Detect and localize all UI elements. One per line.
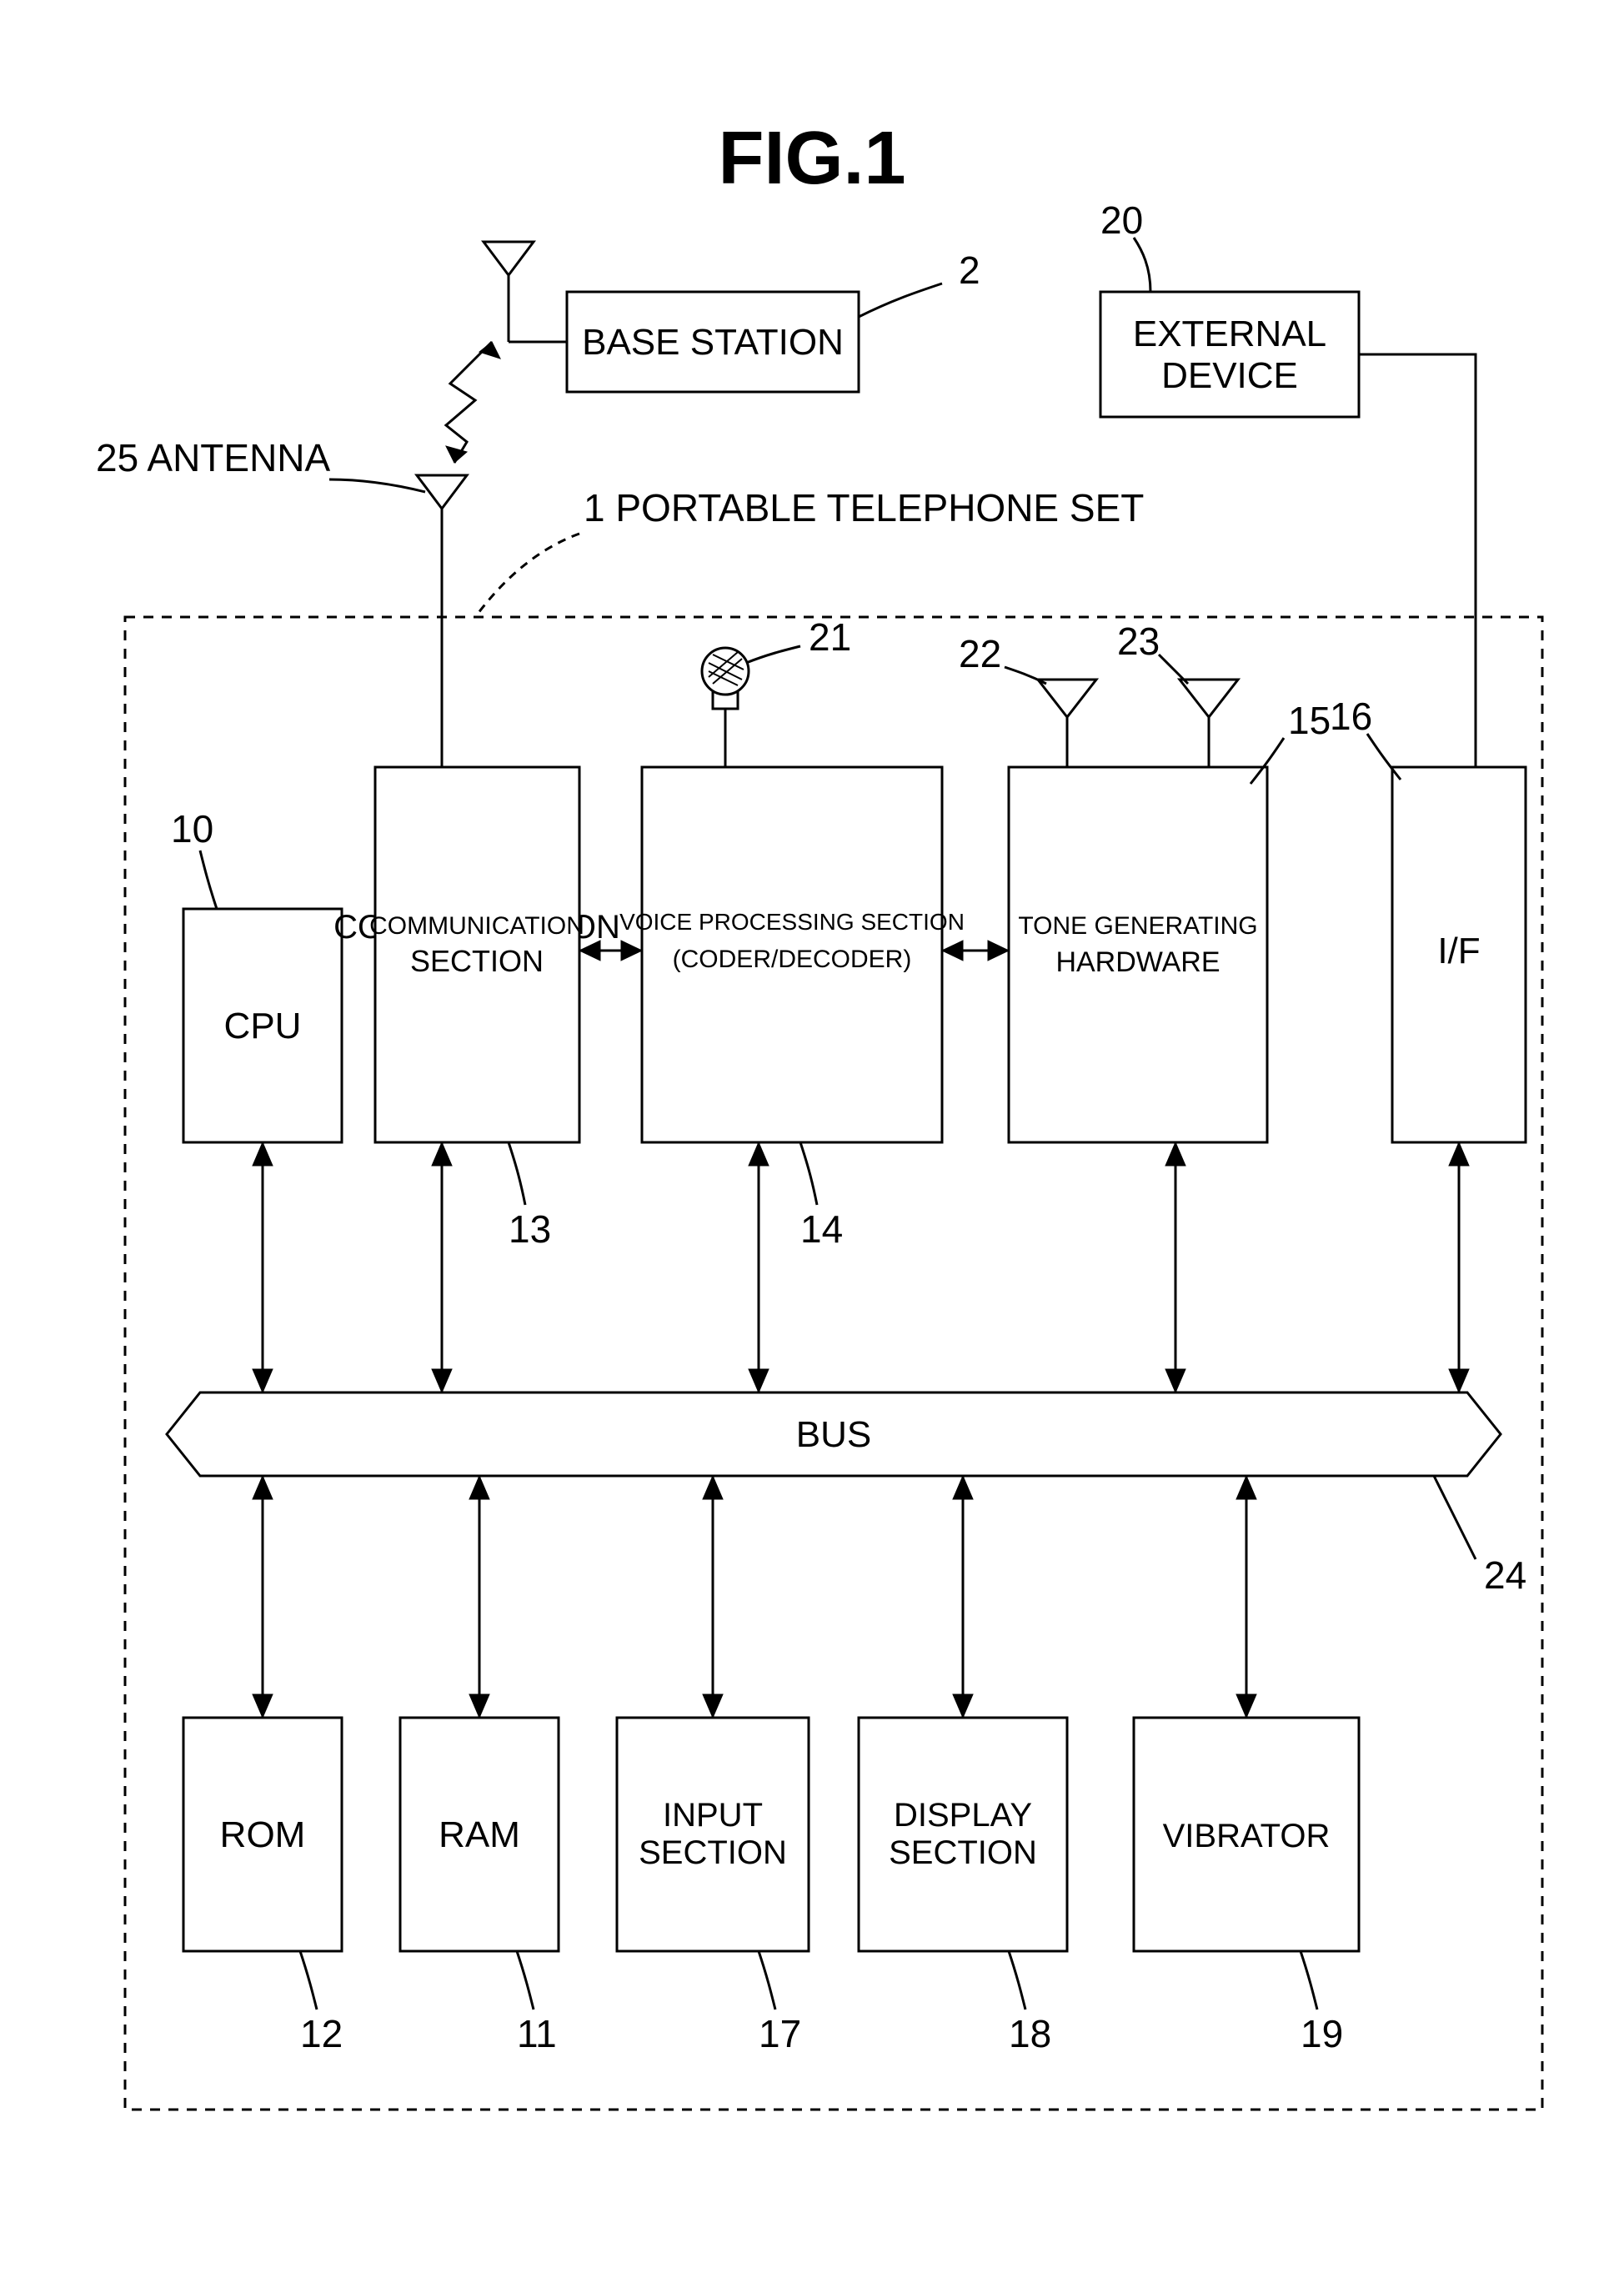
external-device-label-2: DEVICE <box>1161 355 1298 396</box>
tone-block: TONE GENERATING HARDWARE 15 <box>1009 699 1331 1392</box>
input-label-1: INPUT <box>663 1797 763 1834</box>
display-block: DISPLAY SECTION 18 <box>859 1476 1067 2055</box>
cpu-label: CPU <box>224 1006 302 1046</box>
display-label-2: SECTION <box>889 1834 1037 1871</box>
spk22-ref: 22 <box>959 632 1001 675</box>
microphone-icon: 21 <box>702 615 851 767</box>
speaker-receiver-icon: 22 <box>959 632 1096 767</box>
rom-label: ROM <box>220 1814 306 1855</box>
external-device-label-1: EXTERNAL <box>1133 314 1326 354</box>
diagram-canvas: FIG.1 BASE STATION 2 EXTERNAL DEVICE 20 … <box>0 0 1624 2278</box>
input-ref: 17 <box>759 2012 801 2055</box>
bus: BUS 24 <box>167 1392 1526 1597</box>
speaker-ring-icon: 23 <box>1117 620 1238 767</box>
tone-label-2: HARDWARE <box>1055 946 1220 978</box>
vibrator-ref: 19 <box>1301 2012 1343 2055</box>
if-block: I/F 16 <box>1330 695 1526 1392</box>
ram-block: RAM 11 <box>400 1476 559 2055</box>
phone-antenna: 25 ANTENNA <box>96 342 500 767</box>
cpu-block: CPU 10 <box>171 807 342 1392</box>
system-label: 1 PORTABLE TELEPHONE SET <box>584 486 1144 529</box>
comm-ref: 13 <box>509 1207 551 1251</box>
comm-label-line1: COMMUNICATION <box>369 912 584 940</box>
input-block: INPUT SECTION 17 <box>617 1476 809 2055</box>
mic-ref: 21 <box>809 615 851 659</box>
voice-label-1: VOICE PROCESSING SECTION <box>619 909 965 935</box>
rom-block: ROM 12 <box>183 1476 343 2055</box>
voice-label-2: (CODER/DECODER) <box>673 946 912 973</box>
tone-label-1: TONE GENERATING <box>1018 912 1257 940</box>
base-station-ref: 2 <box>959 248 980 292</box>
figure-title: FIG.1 <box>718 117 905 200</box>
bus-ref: 24 <box>1484 1553 1526 1597</box>
comm-label-line2: SECTION <box>410 944 544 978</box>
spk23-ref: 23 <box>1117 620 1160 663</box>
cpu-ref: 10 <box>171 807 213 850</box>
bus-label: BUS <box>796 1414 871 1455</box>
ram-label: RAM <box>439 1814 520 1855</box>
base-station-label: BASE STATION <box>582 322 844 363</box>
if-label: I/F <box>1437 931 1480 971</box>
external-device-block: EXTERNAL DEVICE 20 <box>1100 198 1359 417</box>
rom-ref: 12 <box>300 2012 343 2055</box>
antenna-label: 25 ANTENNA <box>96 436 331 479</box>
vibrator-block: VIBRATOR 19 <box>1134 1476 1359 2055</box>
base-station-block: BASE STATION 2 <box>484 242 980 392</box>
tone-ref: 15 <box>1288 699 1331 742</box>
ram-ref: 11 <box>517 2012 557 2055</box>
display-label-1: DISPLAY <box>894 1797 1032 1834</box>
input-label-2: SECTION <box>639 1834 787 1871</box>
external-device-ref: 20 <box>1100 198 1143 242</box>
voice-block: VOICE PROCESSING SECTION (CODER/DECODER)… <box>619 767 965 1392</box>
display-ref: 18 <box>1009 2012 1051 2055</box>
vibrator-label: VIBRATOR <box>1163 1818 1331 1854</box>
if-ref: 16 <box>1330 695 1372 738</box>
voice-ref: 14 <box>800 1207 843 1251</box>
